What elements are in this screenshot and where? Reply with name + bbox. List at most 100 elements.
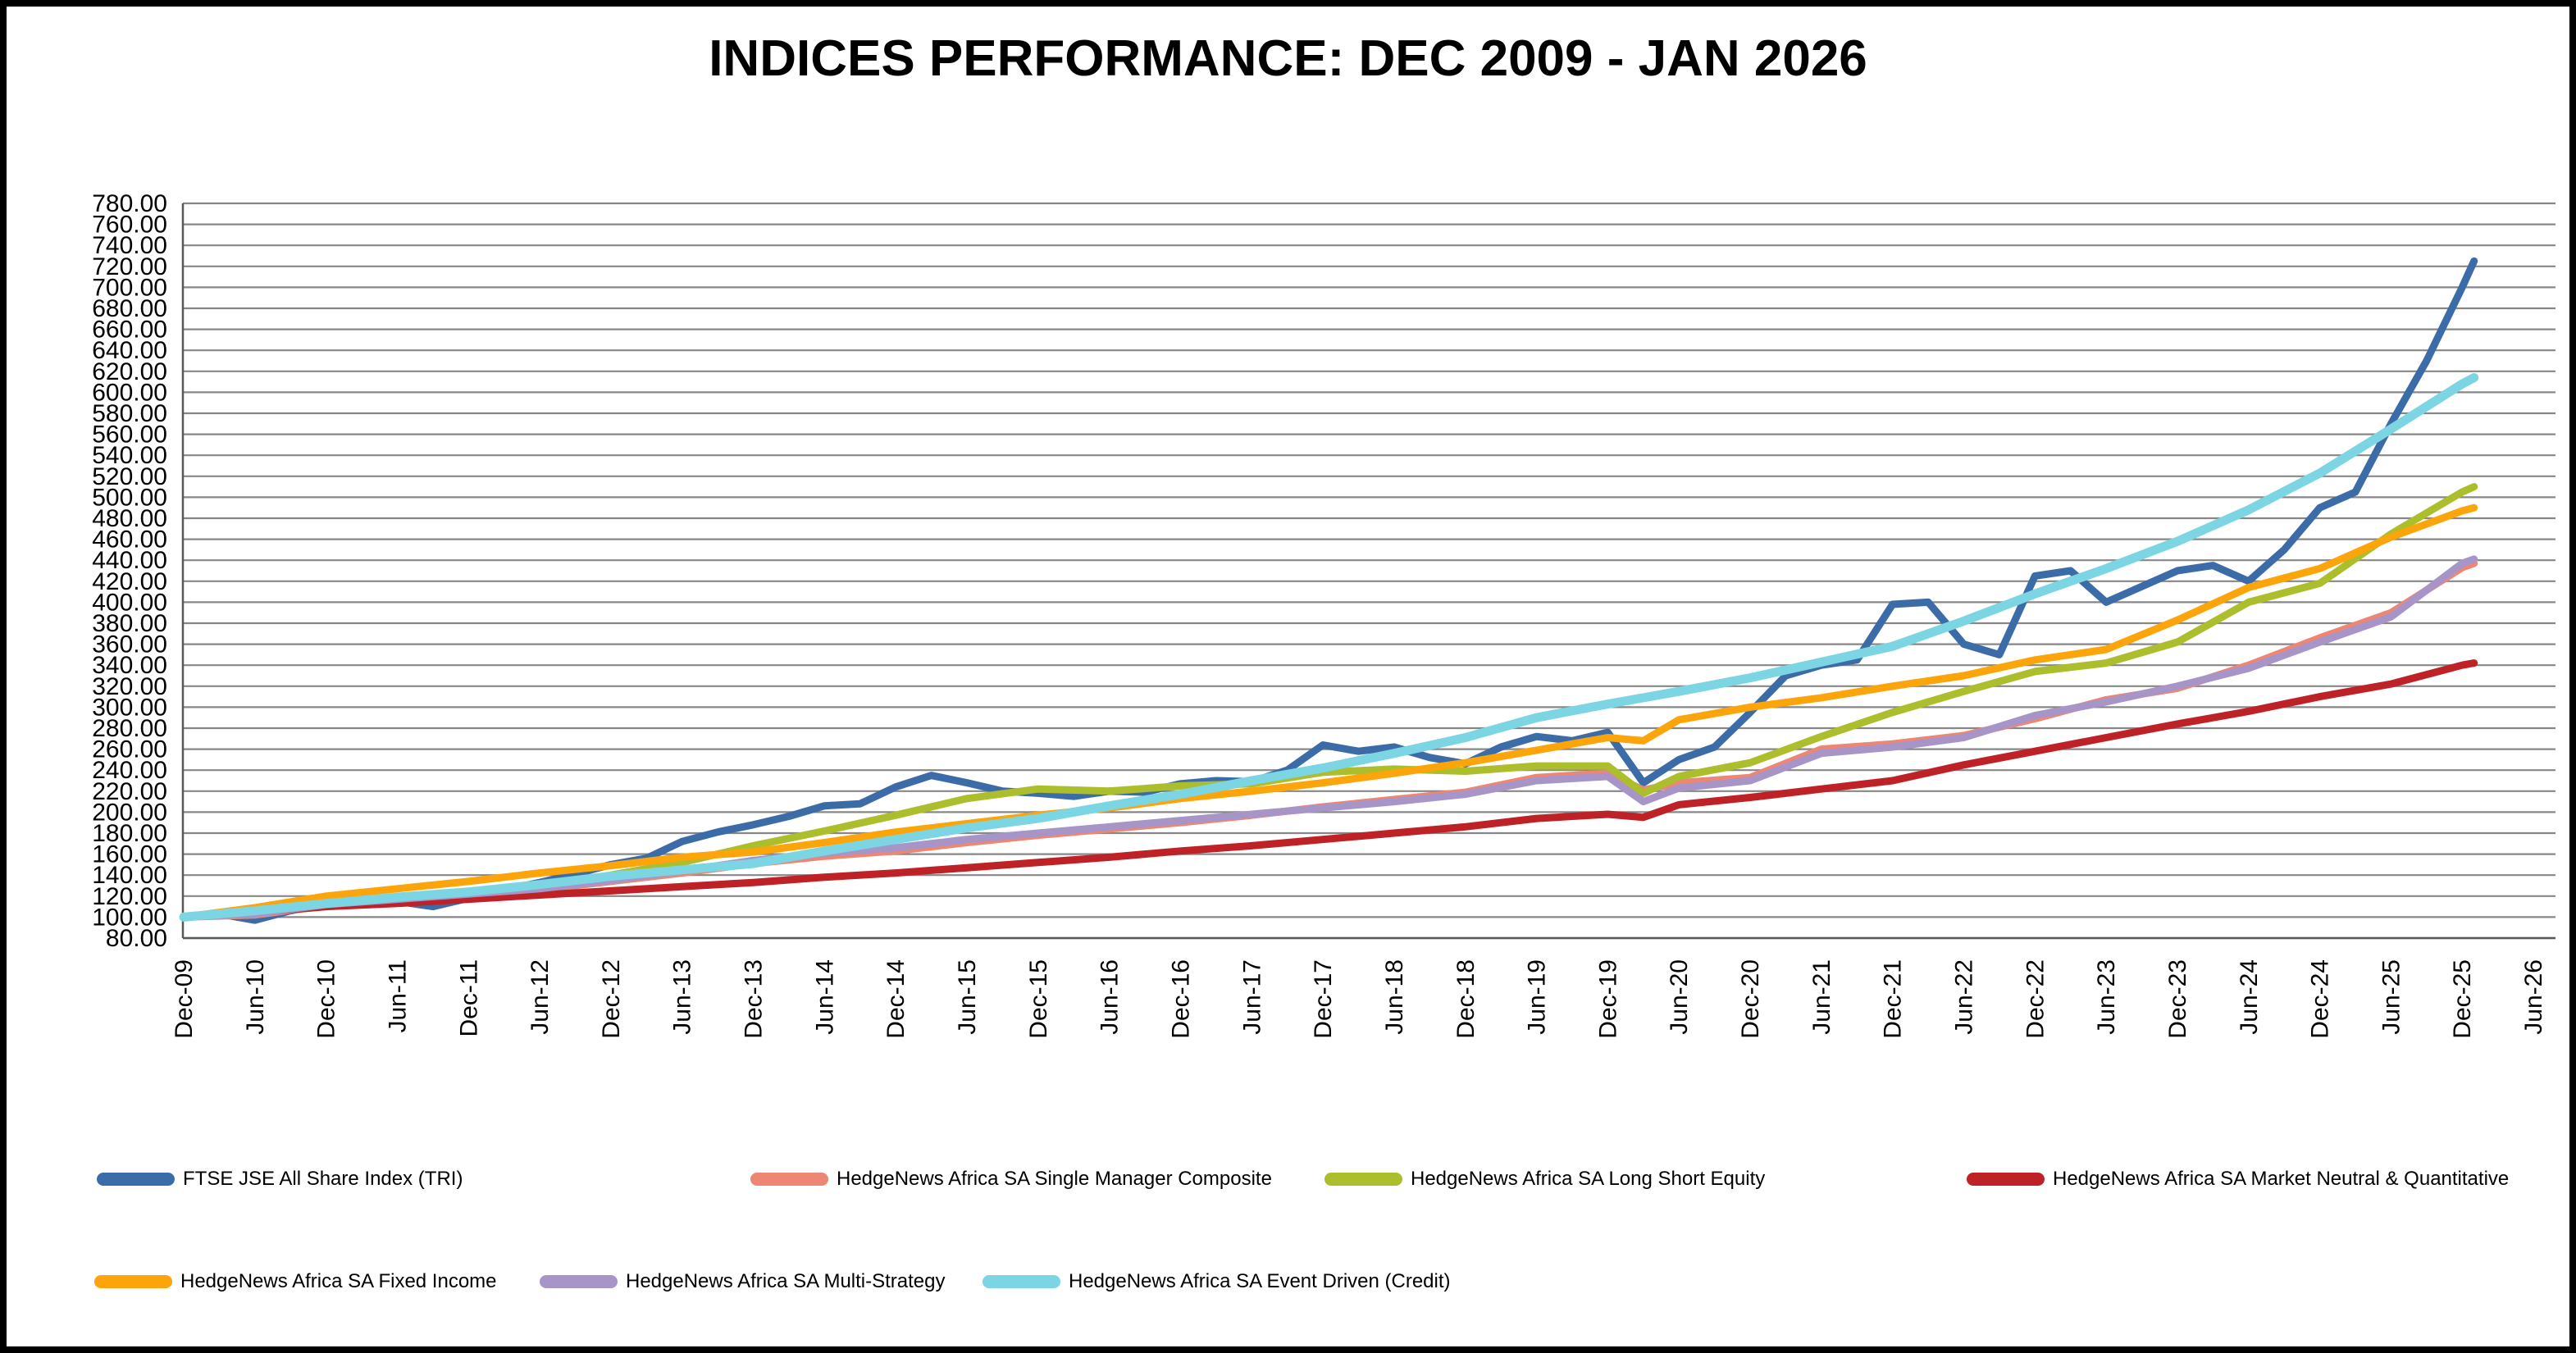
- series-line: [179, 373, 2479, 922]
- y-axis-label: 560.00: [92, 421, 167, 449]
- y-axis-label: 780.00: [92, 190, 167, 217]
- x-axis-label: Jun-10: [242, 959, 269, 1035]
- y-axis-label: 180.00: [92, 820, 167, 847]
- y-axis-label: 580.00: [92, 400, 167, 427]
- legend-label: HedgeNews Africa SA Single Manager Compo…: [837, 1168, 1272, 1190]
- x-axis-label: Jun-22: [1951, 959, 1978, 1035]
- y-axis-label: 460.00: [92, 526, 167, 554]
- x-axis-label: Jun-15: [954, 959, 981, 1035]
- x-axis-label: Dec-12: [598, 959, 625, 1039]
- x-axis-label: Jun-12: [527, 959, 554, 1035]
- y-axis-label: 440.00: [92, 547, 167, 574]
- x-axis-label: Dec-10: [313, 959, 340, 1039]
- x-axis-label: Jun-25: [2378, 959, 2405, 1035]
- x-axis-label: Dec-17: [1310, 959, 1337, 1039]
- y-axis-label: 480.00: [92, 505, 167, 532]
- legend-label: HedgeNews Africa SA Fixed Income: [180, 1270, 497, 1292]
- x-axis-label: Dec-24: [2307, 959, 2334, 1039]
- legend-label: HedgeNews Africa SA Event Driven (Credit…: [1069, 1270, 1451, 1292]
- legend-item: HedgeNews Africa SA Long Short Equity: [1324, 1167, 1765, 1191]
- x-axis-label: Dec-21: [1880, 959, 1907, 1039]
- series-lines: [179, 257, 2479, 924]
- legend-item: HedgeNews Africa SA Market Neutral & Qua…: [1967, 1167, 2509, 1191]
- legend-item: HedgeNews Africa SA Fixed Income: [94, 1269, 497, 1294]
- y-axis-label: 300.00: [92, 694, 167, 721]
- axes: [181, 203, 2555, 940]
- y-axis-label: 320.00: [92, 673, 167, 700]
- y-axis-label: 700.00: [92, 274, 167, 301]
- y-axis-label: 620.00: [92, 358, 167, 385]
- legend-swatch: [97, 1173, 175, 1186]
- legend-swatch: [1967, 1173, 2045, 1186]
- x-axis-label: Dec-13: [741, 959, 768, 1039]
- x-axis-label: Dec-09: [171, 959, 198, 1039]
- y-axis-label: 140.00: [92, 862, 167, 889]
- y-axis-label: 520.00: [92, 463, 167, 490]
- x-axis-label: Dec-16: [1167, 959, 1194, 1039]
- legend-item: HedgeNews Africa SA Event Driven (Credit…: [983, 1269, 1451, 1294]
- x-axis-label: Jun-26: [2520, 959, 2547, 1035]
- legend-swatch: [94, 1275, 172, 1288]
- x-axis-label: Dec-18: [1452, 959, 1479, 1039]
- y-axis-label: 340.00: [92, 652, 167, 679]
- x-axis-label: Dec-23: [2164, 959, 2191, 1039]
- x-axis-labels: Dec-09 Jun-10 Dec-10 Jun-11 Dec-11 Jun-12 Dec-…: [171, 959, 2547, 1039]
- y-axis-label: 540.00: [92, 442, 167, 469]
- y-axis-label: 760.00: [92, 212, 167, 239]
- y-axis-label: 160.00: [92, 841, 167, 868]
- chart-plot: 780.00760.00740.00720.00700.00680.00660.…: [92, 190, 2555, 1039]
- legend-item: HedgeNews Africa SA Multi-Strategy: [540, 1269, 946, 1294]
- x-axis-label: Jun-20: [1666, 959, 1693, 1035]
- legend-label: HedgeNews Africa SA Long Short Equity: [1411, 1168, 1766, 1190]
- y-axis-label: 600.00: [92, 379, 167, 406]
- y-axis-label: 280.00: [92, 715, 167, 742]
- x-axis-label: Dec-15: [1025, 959, 1052, 1039]
- x-axis-label: Jun-11: [384, 959, 411, 1033]
- y-axis-label: 240.00: [92, 757, 167, 784]
- series-line: [180, 257, 2478, 924]
- legend-swatch: [750, 1173, 828, 1186]
- legend-swatch: [1324, 1173, 1402, 1186]
- legend-swatch: [540, 1275, 618, 1288]
- y-axis-label: 660.00: [92, 317, 167, 344]
- legend-label: FTSE JSE All Share Index (TRI): [183, 1168, 463, 1190]
- legend-swatch: [983, 1275, 1060, 1288]
- x-axis-label: Jun-17: [1238, 959, 1265, 1035]
- y-axis-label: 740.00: [92, 232, 167, 259]
- x-axis-label: Jun-24: [2236, 959, 2263, 1035]
- x-axis-label: Dec-14: [882, 959, 910, 1039]
- y-axis-label: 640.00: [92, 337, 167, 364]
- legend-label: HedgeNews Africa SA Multi-Strategy: [626, 1270, 946, 1292]
- x-axis-label: Jun-18: [1381, 959, 1408, 1035]
- x-axis-label: Jun-13: [669, 959, 696, 1035]
- y-axis-label: 80.00: [106, 925, 167, 952]
- chart-title: INDICES PERFORMANCE: DEC 2009 - JAN 2026: [709, 30, 1867, 87]
- x-axis-label: Jun-23: [2093, 959, 2120, 1035]
- x-axis-label: Jun-14: [811, 959, 838, 1035]
- y-axis-label: 260.00: [92, 736, 167, 763]
- x-axis-label: Jun-21: [1808, 959, 1835, 1035]
- x-axis-label: Jun-16: [1097, 959, 1124, 1035]
- legend-item: HedgeNews Africa SA Single Manager Compo…: [750, 1167, 1272, 1191]
- y-axis-label: 200.00: [92, 799, 167, 826]
- y-axis-label: 100.00: [92, 904, 167, 931]
- x-axis-label: Dec-25: [2449, 959, 2476, 1039]
- y-axis-label: 380.00: [92, 610, 167, 637]
- y-axis-label: 400.00: [92, 589, 167, 616]
- y-axis-label: 420.00: [92, 568, 167, 595]
- y-axis-label: 720.00: [92, 253, 167, 280]
- series-line: [180, 483, 2478, 921]
- series-line: [180, 555, 2478, 921]
- series-line: [180, 503, 2478, 921]
- y-axis-label: 220.00: [92, 778, 167, 805]
- y-axis-labels: 780.00760.00740.00720.00700.00680.00660.…: [92, 190, 167, 952]
- series-line: [180, 559, 2478, 921]
- x-axis-label: Dec-11: [455, 959, 482, 1036]
- x-axis-label: Dec-20: [1737, 959, 1764, 1039]
- y-axis-label: 500.00: [92, 484, 167, 511]
- y-axis-label: 360.00: [92, 631, 167, 658]
- legend-label: HedgeNews Africa SA Market Neutral & Qua…: [2053, 1168, 2510, 1190]
- x-axis-label: Dec-19: [1594, 959, 1621, 1039]
- legend-item: FTSE JSE All Share Index (TRI): [97, 1167, 463, 1191]
